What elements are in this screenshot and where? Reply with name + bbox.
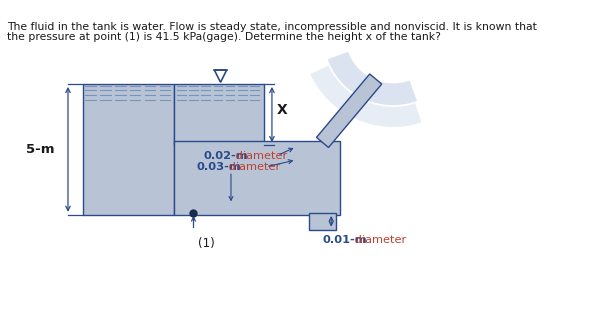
- Text: diameter: diameter: [225, 162, 280, 172]
- Polygon shape: [317, 74, 382, 148]
- Text: X: X: [276, 103, 287, 117]
- Text: 5-m: 5-m: [26, 143, 54, 156]
- Text: 0.01-m: 0.01-m: [322, 235, 367, 245]
- Bar: [83, 84, 174, 215]
- Polygon shape: [328, 52, 417, 105]
- Bar: [174, 141, 340, 215]
- Text: The fluid in the tank is water. Flow is steady state, incompressible and nonvisc: The fluid in the tank is water. Flow is …: [7, 22, 537, 32]
- Text: diameter: diameter: [232, 150, 287, 161]
- Bar: [309, 213, 336, 230]
- Polygon shape: [310, 66, 421, 127]
- Text: 0.03-m: 0.03-m: [196, 162, 241, 172]
- Text: the pressure at point (1) is 41.5 kPa(gage). Determine the height x of the tank?: the pressure at point (1) is 41.5 kPa(ga…: [7, 32, 441, 42]
- Text: (1): (1): [198, 238, 215, 251]
- Text: 0.02-m: 0.02-m: [203, 150, 248, 161]
- Text: diameter: diameter: [351, 235, 406, 245]
- Bar: [174, 84, 264, 145]
